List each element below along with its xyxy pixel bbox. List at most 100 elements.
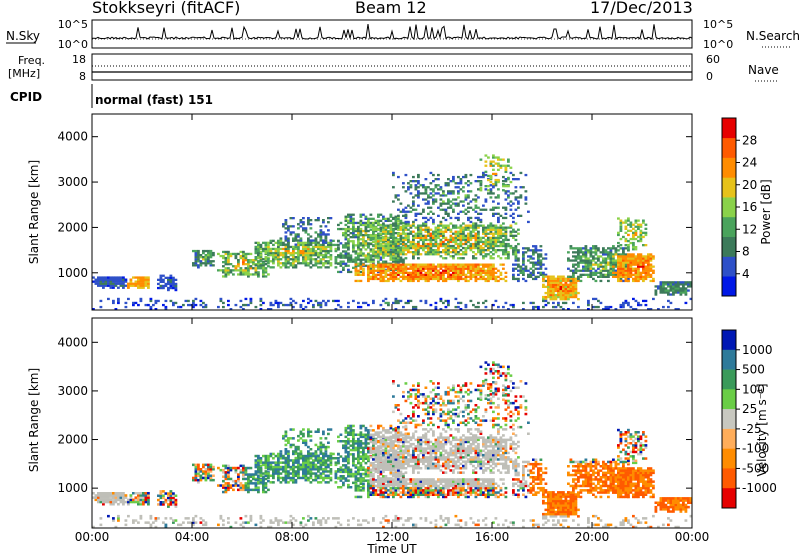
power-cell bbox=[477, 234, 480, 237]
velocity-cell bbox=[359, 451, 363, 454]
power-cell bbox=[484, 208, 488, 211]
power-cell bbox=[444, 210, 448, 213]
power-cell bbox=[482, 232, 485, 235]
power-cell bbox=[427, 249, 430, 252]
power-cell bbox=[622, 257, 625, 260]
power-cell bbox=[117, 276, 120, 279]
power-cell bbox=[314, 260, 318, 263]
power-cell bbox=[459, 240, 463, 244]
power-cell bbox=[282, 303, 285, 307]
velocity-cell bbox=[262, 482, 265, 485]
power-cell bbox=[269, 254, 273, 257]
velocity-cell bbox=[292, 437, 295, 440]
power-cell bbox=[292, 254, 295, 257]
power-cell bbox=[207, 251, 210, 255]
power-cell bbox=[382, 308, 385, 311]
power-cell bbox=[497, 228, 500, 231]
power-cell bbox=[579, 259, 583, 262]
velocity-cell bbox=[349, 444, 353, 447]
power-cell bbox=[484, 160, 488, 163]
velocity-cell bbox=[362, 455, 365, 458]
velocity-cell bbox=[202, 472, 205, 475]
power-cell bbox=[397, 299, 400, 303]
power-cell bbox=[384, 246, 388, 250]
velocity-cell bbox=[282, 465, 285, 469]
velocity-cell bbox=[267, 463, 270, 467]
power-cell bbox=[339, 264, 343, 267]
power-cell bbox=[629, 305, 633, 309]
power-cell bbox=[399, 258, 403, 261]
power-cell bbox=[247, 269, 250, 272]
power-cell bbox=[379, 263, 383, 266]
power-cell bbox=[422, 265, 425, 268]
power-cell bbox=[497, 234, 500, 237]
power-cell bbox=[354, 267, 358, 270]
power-cell bbox=[459, 232, 463, 235]
power-cell bbox=[437, 251, 440, 254]
velocity-cell bbox=[192, 463, 195, 467]
power-cell bbox=[394, 308, 398, 311]
power-cell bbox=[504, 279, 508, 283]
power-cell bbox=[347, 219, 350, 222]
power-cell bbox=[604, 263, 608, 266]
velocity-cell bbox=[327, 428, 330, 431]
power-cell bbox=[377, 253, 380, 256]
power-cell bbox=[404, 224, 408, 227]
power-cell bbox=[444, 299, 448, 303]
power-cell bbox=[322, 233, 325, 236]
power-cell bbox=[402, 186, 405, 189]
velocity-cell bbox=[344, 442, 348, 445]
velocity-cell bbox=[92, 496, 95, 499]
power-cell bbox=[542, 299, 545, 303]
power-cell bbox=[439, 263, 443, 266]
power-cell bbox=[629, 267, 633, 270]
velocity-cell bbox=[307, 450, 310, 453]
velocity-cell bbox=[297, 454, 300, 458]
power-cell bbox=[314, 251, 318, 255]
power-cell bbox=[397, 194, 400, 197]
power-cell bbox=[299, 243, 303, 247]
velocity-cell bbox=[252, 473, 255, 476]
power-cell bbox=[247, 252, 250, 256]
power-cell bbox=[547, 283, 550, 286]
power-cell bbox=[464, 277, 468, 281]
power-cell bbox=[237, 252, 240, 256]
power-cell bbox=[444, 208, 448, 211]
power-cell bbox=[669, 285, 673, 288]
power-cell bbox=[609, 271, 613, 274]
velocity-cell bbox=[169, 490, 173, 493]
power-cell bbox=[457, 275, 460, 278]
power-cell bbox=[499, 214, 503, 217]
power-cell bbox=[237, 265, 240, 268]
power-cell bbox=[264, 263, 268, 266]
velocity-cell bbox=[284, 456, 288, 460]
velocity-cell bbox=[342, 475, 345, 478]
power-cell bbox=[644, 275, 648, 278]
velocity-cell bbox=[247, 475, 250, 478]
power-cell bbox=[487, 238, 490, 242]
power-cell bbox=[287, 266, 290, 269]
power-cell bbox=[359, 213, 363, 216]
power-cell bbox=[489, 267, 493, 270]
velocity-cell bbox=[337, 435, 340, 439]
power-cell bbox=[412, 222, 415, 225]
power-cell bbox=[474, 244, 478, 248]
velocity-cell bbox=[222, 486, 225, 489]
power-cell bbox=[349, 260, 353, 263]
power-cell bbox=[667, 285, 670, 288]
power-cell bbox=[629, 237, 633, 241]
power-cell bbox=[382, 271, 385, 274]
power-cell bbox=[552, 293, 555, 297]
power-cell bbox=[539, 255, 543, 258]
power-cell bbox=[464, 234, 468, 237]
power-cell bbox=[554, 281, 558, 284]
power-cell bbox=[497, 275, 500, 278]
power-cell bbox=[494, 230, 498, 233]
velocity-cell bbox=[274, 470, 278, 473]
velocity-cell bbox=[352, 464, 355, 467]
power-cell bbox=[234, 256, 238, 260]
power-cell bbox=[319, 237, 323, 240]
velocity-cell bbox=[297, 474, 300, 477]
velocity-cell bbox=[319, 465, 323, 469]
power-cell bbox=[644, 261, 648, 264]
